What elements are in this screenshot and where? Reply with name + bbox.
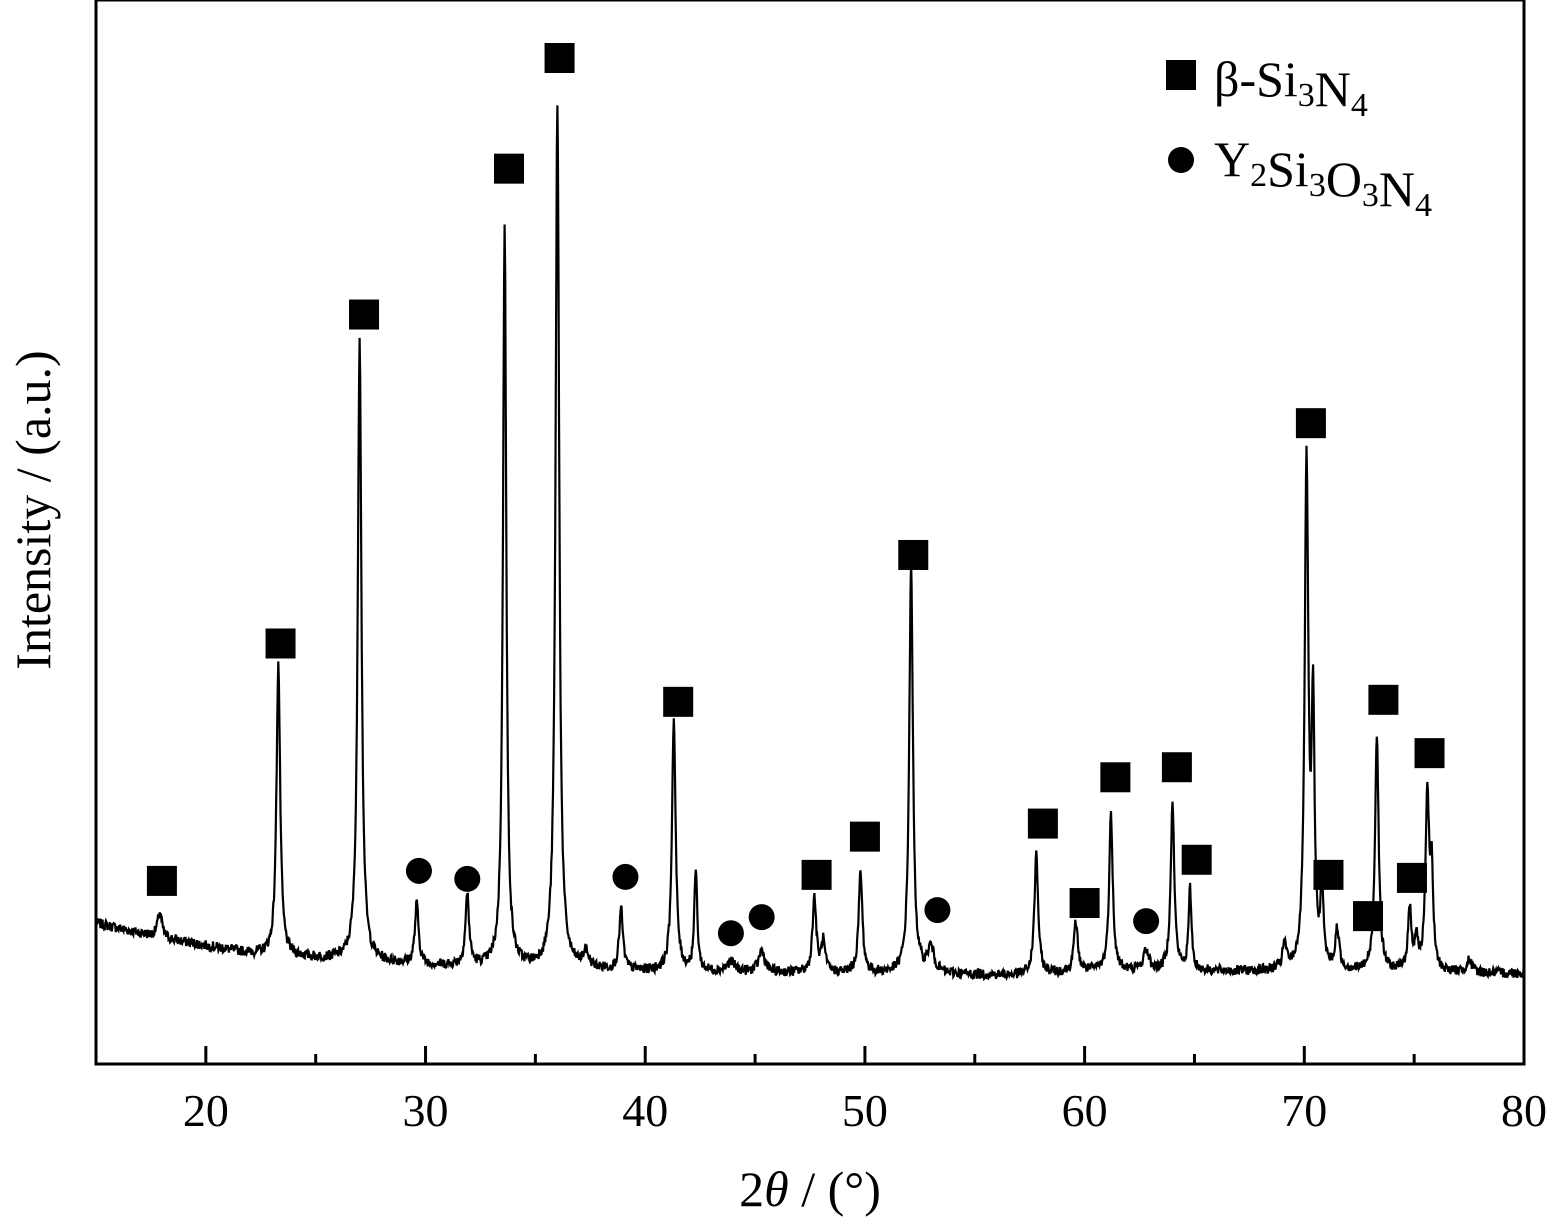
x-tick-label: 40 [622, 1085, 668, 1136]
beta-si3n4-marker [1353, 901, 1384, 932]
y2si3o3n4-marker [454, 865, 481, 892]
beta-si3n4-marker [494, 153, 525, 184]
legend-subscript: 4 [1351, 87, 1368, 124]
legend-subscript: 2 [1250, 157, 1267, 194]
x-tick-label: 60 [1062, 1085, 1108, 1136]
y2si3o3n4-marker [717, 920, 744, 947]
y2si3o3n4-marker [748, 904, 775, 931]
legend-text: N [1379, 161, 1415, 217]
y-axis-label: Intensity / (a.u.) [5, 350, 61, 669]
plot-frame [94, 0, 1526, 1066]
x-tick-label: 80 [1501, 1085, 1547, 1136]
legend-text: Si [1267, 141, 1309, 197]
legend-text: O [1326, 151, 1362, 207]
legend-text: Y [1214, 131, 1250, 187]
x-axis-ticks: 20 30 40 50 60 70 80 [183, 1046, 1547, 1136]
beta-si3n4-marker [663, 686, 694, 717]
beta-si3n4-marker [801, 859, 832, 890]
beta-si3n4-marker [1396, 862, 1427, 893]
x-label-symbol: θ [764, 1161, 789, 1217]
beta-si3n4-marker [849, 821, 880, 852]
x-axis-label: 2θ / (°) [739, 1161, 881, 1217]
legend-label-y2si3o3n4: Y2Si3O3N4 [1214, 131, 1432, 224]
x-tick-label: 50 [842, 1085, 888, 1136]
y2si3o3n4-marker [405, 857, 432, 884]
beta-si3n4-marker [146, 865, 177, 896]
beta-si3n4-marker [1414, 738, 1445, 769]
x-label-suffix: / (°) [789, 1161, 881, 1217]
beta-si3n4-marker [1368, 684, 1399, 715]
beta-si3n4-marker [349, 299, 380, 330]
legend-subscript: 4 [1415, 187, 1432, 224]
beta-si3n4-marker [1027, 808, 1058, 839]
x-tick-label: 30 [403, 1085, 449, 1136]
beta-si3n4-marker [1181, 844, 1212, 875]
legend-text: β-Si [1214, 51, 1298, 107]
beta-si3n4-marker [898, 539, 929, 570]
legend-label-beta-si3n4: β-Si3N4 [1214, 51, 1368, 124]
beta-si3n4-marker [1295, 408, 1326, 439]
series-layer [94, 105, 1525, 982]
legend-subscript: 3 [1298, 77, 1315, 114]
beta-si3n4-marker [1313, 859, 1344, 890]
beta-si3n4-marker [265, 628, 296, 659]
x-label-prefix: 2 [739, 1161, 764, 1217]
legend-circle-marker [1168, 147, 1194, 173]
legend-text: N [1315, 61, 1351, 117]
x-tick-label: 20 [183, 1085, 229, 1136]
xrd-pattern-line [94, 105, 1525, 982]
phase-markers [146, 43, 1445, 947]
y2si3o3n4-marker [612, 863, 639, 890]
beta-si3n4-marker [1100, 762, 1131, 793]
legend-square-marker [1166, 60, 1196, 90]
legend-subscript: 3 [1362, 177, 1379, 214]
y2si3o3n4-marker [1133, 908, 1160, 935]
legend-subscript: 3 [1309, 167, 1326, 204]
x-tick-label: 70 [1281, 1085, 1327, 1136]
y2si3o3n4-marker [924, 897, 951, 924]
beta-si3n4-marker [544, 43, 575, 73]
beta-si3n4-marker [1161, 752, 1192, 783]
beta-si3n4-marker [1069, 888, 1100, 919]
